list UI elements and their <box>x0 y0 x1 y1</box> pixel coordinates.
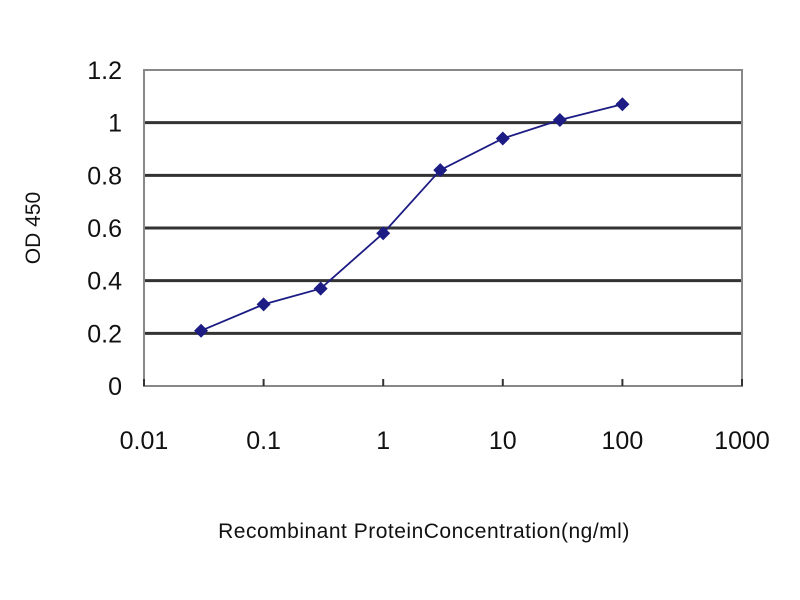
y-tick-label: 0.4 <box>87 268 122 296</box>
x-tick-label: 0.1 <box>246 427 281 455</box>
data-point <box>194 323 209 338</box>
y-axis-title: OD 450 <box>22 192 45 264</box>
x-tick-label: 10 <box>489 427 517 455</box>
x-tick-label: 100 <box>602 427 644 455</box>
data-point <box>433 163 448 178</box>
x-axis-title: Recombinant ProteinConcentration(ng/ml) <box>218 520 630 543</box>
x-tick-label: 1 <box>376 427 390 455</box>
x-tick-label: 1000 <box>714 427 770 455</box>
data-point <box>313 281 328 296</box>
gridlines <box>144 121 742 335</box>
plot-area-border <box>143 69 743 387</box>
y-tick-label: 1.2 <box>87 57 122 85</box>
x-axis-ticks: 0.01 0.1 1 10 100 1000 <box>120 379 770 455</box>
y-tick-label: 0 <box>108 373 122 401</box>
data-point <box>615 97 630 112</box>
y-tick-label: 1 <box>108 110 122 138</box>
data-point <box>552 113 567 128</box>
x-tick-label: 0.01 <box>120 427 169 455</box>
y-tick-label: 0.8 <box>87 162 122 190</box>
data-point <box>256 297 271 312</box>
data-point <box>376 226 391 241</box>
series-line <box>200 103 623 332</box>
series-group <box>194 97 630 338</box>
y-tick-label: 0.2 <box>87 320 122 348</box>
y-tick-label: 0.6 <box>87 215 122 243</box>
data-point <box>495 131 510 146</box>
y-axis-ticks: 0 0.2 0.4 0.6 0.8 1 1.2 <box>87 57 122 401</box>
